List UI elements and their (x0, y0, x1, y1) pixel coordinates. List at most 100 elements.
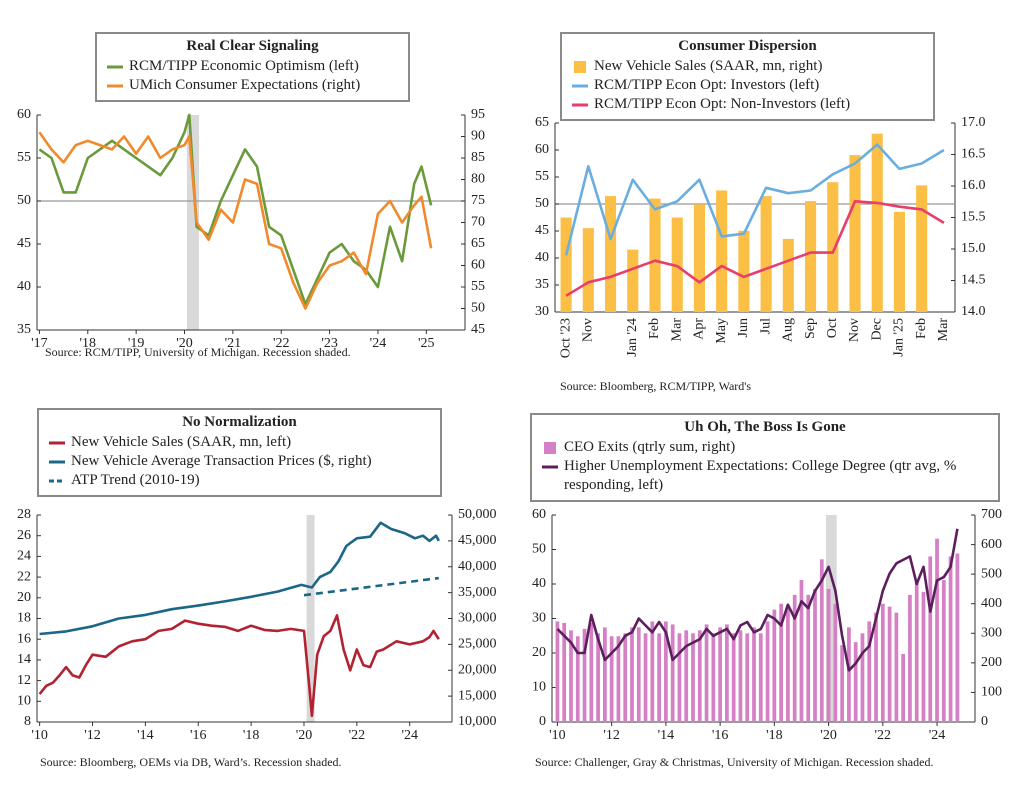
legend-item: CEO Exits (qtrly sum, right) (542, 438, 988, 457)
y2-tick-label: 50,000 (458, 507, 497, 522)
legend-label: New Vehicle Average Transaction Prices (… (71, 453, 372, 469)
y-tick-label: 40 (535, 250, 549, 265)
bar (657, 633, 661, 722)
legend-item: RCM/TIPP Econ Opt: Investors (left) (572, 76, 923, 95)
y-tick-label: 65 (535, 115, 549, 130)
x-tick-label: '25 (418, 336, 435, 351)
swatch-box (574, 61, 586, 73)
bar (650, 621, 655, 722)
series-line (38, 614, 440, 718)
bar (704, 624, 709, 722)
x-tick-label: '17 (31, 336, 48, 351)
legend-swatch (49, 460, 65, 464)
series-line (38, 131, 433, 310)
y-tick-label: 24 (17, 549, 31, 564)
y-tick-label: 12 (17, 673, 31, 688)
bar (894, 612, 899, 722)
bar (738, 630, 743, 722)
legend-item: New Vehicle Sales (SAAR, mn, left) (49, 433, 430, 452)
legend-swatch (542, 465, 558, 469)
y-tick-label: 45 (535, 223, 549, 238)
y2-tick-label: 400 (981, 596, 1002, 611)
y2-tick-label: 35,000 (458, 585, 497, 600)
y-tick-label: 45 (17, 236, 31, 251)
y2-tick-label: 0 (981, 714, 988, 729)
chart-title: Uh Oh, The Boss Is Gone (684, 419, 846, 435)
legend-item: New Vehicle Sales (SAAR, mn, right) (572, 57, 923, 76)
legend-label: ATP Trend (2010-19) (71, 472, 200, 488)
bar (928, 556, 933, 722)
bar (887, 606, 892, 722)
y2-tick-label: 55 (471, 279, 485, 294)
y-tick-label: 30 (532, 611, 546, 626)
legend-item: RCM/TIPP Economic Optimism (left) (107, 57, 398, 76)
bar (908, 594, 912, 722)
legend-swatch (49, 479, 65, 483)
bar (799, 580, 804, 722)
x-tick-label: '21 (225, 336, 242, 351)
y2-tick-label: 90 (471, 129, 485, 144)
y-tick-label: 60 (17, 107, 31, 122)
bar (792, 594, 797, 722)
bar (880, 603, 885, 722)
x-tick-label: '20 (296, 728, 313, 743)
y-tick-label: 35 (535, 277, 549, 292)
bar (684, 630, 689, 722)
x-tick-label: '24 (929, 728, 946, 743)
y2-tick-label: 80 (471, 172, 485, 187)
bar (849, 155, 861, 312)
x-tick-label: '23 (321, 336, 338, 351)
x-tick-label: Nov (581, 318, 596, 342)
legend-swatch (572, 103, 588, 107)
bar (671, 217, 683, 312)
legend-item: RCM/TIPP Econ Opt: Non-Investors (left) (572, 95, 923, 114)
x-tick-label: Mar (669, 318, 684, 342)
bar (636, 627, 641, 722)
bar (609, 636, 614, 722)
y-tick-label: 20 (17, 590, 31, 605)
y2-tick-label: 70 (471, 215, 485, 230)
y-tick-label: 18 (17, 611, 31, 626)
y2-tick-label: 95 (471, 107, 485, 122)
recession-shade (306, 515, 315, 722)
bar (664, 621, 668, 722)
legend-label: Higher Unemployment Expectations: Colleg… (564, 458, 957, 493)
bar (901, 653, 906, 722)
series-line (556, 528, 959, 672)
series-line (303, 576, 439, 597)
x-tick-label: '18 (766, 728, 783, 743)
bar (765, 621, 770, 722)
y2-tick-label: 10,000 (458, 714, 497, 729)
series-line (565, 200, 945, 297)
bar (867, 621, 872, 722)
x-tick-label: '12 (603, 728, 620, 743)
x-tick-label: Mar (936, 318, 951, 342)
y2-tick-label: 20,000 (458, 662, 497, 677)
y2-tick-label: 100 (981, 685, 1002, 700)
bar (847, 627, 851, 722)
y2-tick-label: 25,000 (458, 637, 497, 652)
y2-tick-label: 15.5 (961, 210, 986, 225)
bar (782, 238, 794, 312)
bar (874, 612, 878, 722)
legend-item: Higher Unemployment Expectations: Colleg… (542, 457, 988, 495)
legend-swatch (572, 84, 588, 88)
bar (758, 633, 763, 722)
bar (840, 645, 844, 722)
legend-swatch (107, 84, 123, 88)
y2-tick-label: 75 (471, 193, 485, 208)
y-tick-label: 60 (535, 142, 549, 157)
bar (853, 642, 858, 722)
source-note: Source: RCM/TIPP, University of Michigan… (45, 345, 351, 359)
x-tick-label: '16 (712, 728, 729, 743)
x-tick-label: Sep (803, 318, 818, 339)
y-tick-label: 10 (532, 680, 546, 695)
bar (630, 627, 634, 722)
y2-tick-label: 45,000 (458, 533, 497, 548)
x-tick-label: '22 (349, 728, 366, 743)
bar (941, 580, 946, 722)
y2-tick-label: 600 (981, 537, 1002, 552)
swatch-box (544, 442, 556, 454)
bar (562, 622, 567, 722)
bar (779, 603, 783, 722)
